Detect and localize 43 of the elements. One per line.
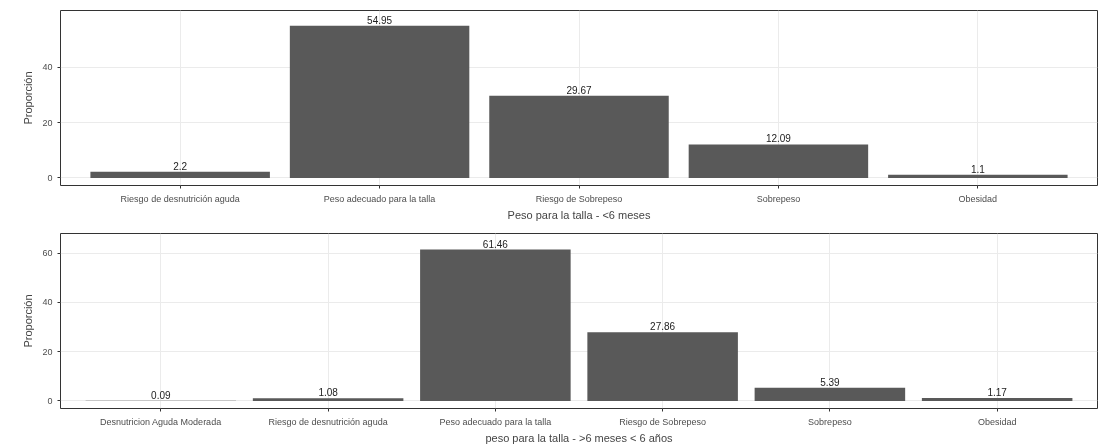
bar — [90, 171, 270, 178]
y-tick-label: 0 — [47, 172, 53, 183]
data-label: 12.09 — [765, 133, 792, 145]
data-label: 1.1 — [970, 163, 986, 175]
x-axis-title: peso para la talla - >6 meses < 6 años — [485, 431, 674, 444]
data-label: 0.09 — [151, 389, 172, 401]
x-tick-label: Sobrepeso — [808, 416, 852, 427]
data-label: 27.86 — [650, 321, 676, 333]
y-tick-label: 20 — [42, 117, 53, 128]
bar — [921, 398, 1073, 401]
bar — [587, 332, 738, 401]
x-tick-label: Riesgo de desnutrición aguda — [120, 193, 240, 204]
data-label: 61.46 — [482, 238, 509, 250]
data-label: 1.08 — [318, 387, 339, 399]
bar — [252, 398, 404, 401]
x-tick-label: Riesgo de Sobrepeso — [535, 193, 623, 204]
x-axis-title: Peso para la talla - <6 meses — [507, 208, 651, 221]
x-tick-label: Riesgo de Sobrepeso — [619, 416, 706, 427]
data-label: 29.67 — [566, 84, 592, 96]
data-label: 54.95 — [367, 14, 393, 26]
y-tick-label: 20 — [42, 346, 53, 357]
data-label: 1.17 — [987, 387, 1008, 399]
bar — [888, 174, 1068, 178]
data-label: 5.39 — [820, 376, 841, 388]
bar — [754, 387, 906, 401]
x-tick-label: Riesgo de desnutrición aguda — [268, 416, 388, 427]
x-tick-label: Obesidad — [977, 416, 1017, 427]
y-tick-label: 40 — [42, 297, 53, 308]
bar — [489, 95, 669, 178]
x-tick-label: Peso adecuado para la talla — [323, 193, 436, 204]
x-tick-label: Obesidad — [958, 193, 998, 204]
y-axis-title: Proporción — [22, 294, 35, 348]
x-tick-label: Peso adecuado para la talla — [439, 416, 552, 427]
y-axis-title: Proporción — [22, 71, 35, 125]
bar — [688, 144, 869, 178]
bar — [289, 25, 470, 178]
bar — [420, 249, 571, 401]
x-tick-label: Desnutricion Aguda Moderada — [100, 416, 222, 427]
y-tick-label: 60 — [42, 248, 53, 259]
x-tick-label: Sobrepeso — [756, 193, 801, 204]
data-label: 2.2 — [173, 160, 188, 172]
y-tick-label: 40 — [42, 62, 53, 73]
y-tick-label: 0 — [47, 395, 53, 406]
